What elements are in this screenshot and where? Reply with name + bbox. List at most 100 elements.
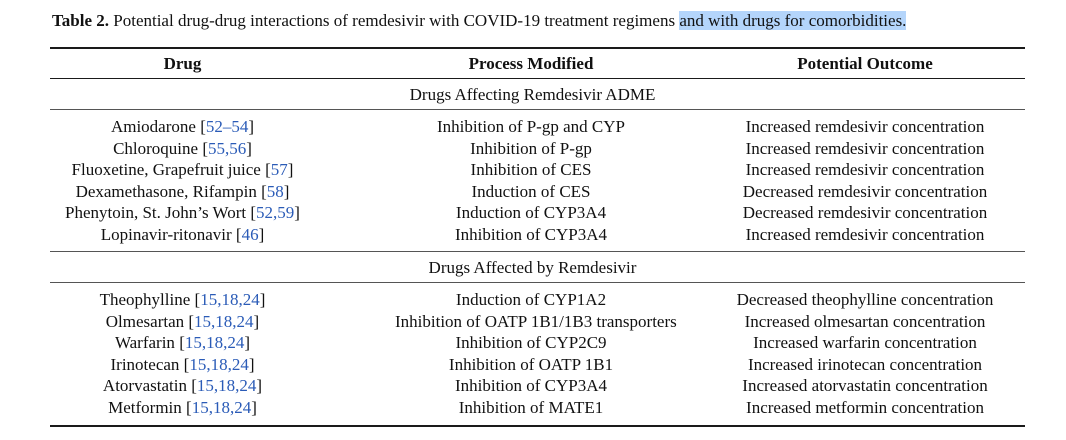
citation-link[interactable]: 15,18,24: [191, 398, 252, 417]
outcome-cell: Decreased remdesivir concentration: [742, 181, 988, 201]
outcome-cell: Increased remdesivir concentration: [745, 117, 985, 136]
ref-open-bracket: [: [256, 181, 267, 201]
citation-link[interactable]: 15,18,24: [194, 311, 254, 331]
outcome-cell: Increased remdesivir concentration: [745, 160, 985, 180]
ref-open-bracket: [: [184, 311, 195, 331]
drug-cell: Chloroquine [55,56]: [50, 138, 315, 160]
drug-name: Fluoxetine, Grapefruit juice: [71, 160, 261, 180]
citation-link[interactable]: 15,18,24: [196, 376, 257, 396]
drug-cell: Amiodarone [52–54]: [50, 116, 315, 138]
caption-highlighted-text: and with drugs for comorbidities.: [679, 11, 907, 30]
ref-close-bracket: ]: [248, 117, 255, 136]
ref-open-bracket: [: [195, 117, 206, 136]
ref-open-bracket: [: [246, 203, 257, 223]
process-cell: Inhibition of P-gp and CYP: [437, 117, 625, 136]
outcome-cell: Decreased theophylline concentration: [736, 290, 994, 309]
drug-cell: Lopinavir-ritonavir [46]: [50, 224, 315, 246]
drug-cell: Dexamethasone, Rifampin [58]: [50, 181, 315, 203]
table-row: Chloroquine [55,56] Inhibition of P-gp Inc…: [50, 138, 1025, 160]
drug-name: Irinotecan: [110, 354, 180, 374]
process-cell: Induction of CYP3A4: [455, 203, 607, 223]
outcome-cell: Increased metformin concentration: [746, 398, 984, 417]
drug-name: Lopinavir-ritonavir: [100, 225, 232, 244]
table-row: Phenytoin, St. John’s Wort [52,59] Induct…: [50, 202, 1025, 224]
section-header-row: Drugs Affecting Remdesivir ADME: [50, 84, 1025, 106]
citation-link[interactable]: 52,59: [256, 203, 295, 223]
process-cell: Inhibition of CES: [470, 160, 592, 180]
drug-name: Phenytoin, St. John’s Wort: [65, 203, 247, 223]
process-cell: Induction of CYP1A2: [455, 290, 607, 309]
table-label: Table 2.: [52, 11, 110, 30]
drug-name: Atorvastatin: [102, 376, 187, 396]
citation-link[interactable]: 55,56: [208, 138, 247, 158]
section-title-rule: [50, 282, 1025, 283]
ref-close-bracket: ]: [287, 160, 294, 180]
citation-link[interactable]: 46: [241, 225, 259, 244]
drug-cell: Metformin [15,18,24]: [50, 397, 315, 419]
section-title-rule: [50, 109, 1025, 110]
outcome-cell: Decreased remdesivir concentration: [742, 203, 988, 223]
outcome-cell: Increased irinotecan concentration: [747, 354, 983, 374]
table-row: Amiodarone [52–54] Inhibition of P-gp and…: [50, 116, 1025, 138]
ref-open-bracket: [: [260, 160, 271, 180]
drug-cell: Olmesartan [15,18,24]: [50, 311, 315, 333]
process-cell: Inhibition of OATP 1B1/1B3 transporters: [395, 311, 677, 331]
section-title: Drugs Affecting Remdesivir ADME: [409, 85, 656, 104]
ref-open-bracket: [: [179, 354, 190, 374]
drug-cell: Fluoxetine, Grapefruit juice [57]: [50, 159, 315, 181]
process-cell: Induction of CES: [471, 181, 591, 201]
ref-open-bracket: [: [190, 290, 201, 309]
citation-link[interactable]: 57: [270, 160, 288, 180]
ref-close-bracket: ]: [253, 311, 260, 331]
ref-close-bracket: ]: [283, 181, 290, 201]
ref-open-bracket: [: [231, 225, 242, 244]
section-rule: [50, 251, 1025, 252]
citation-link[interactable]: 15,18,24: [189, 354, 249, 374]
header-outcome: Potential Outcome: [797, 54, 933, 73]
header-rule: [50, 78, 1025, 79]
header-process: Process Modified: [468, 54, 594, 73]
citation-link[interactable]: 15,18,24: [200, 290, 260, 309]
citation-link[interactable]: 58: [266, 181, 284, 201]
drug-name: Metformin: [108, 398, 182, 417]
outcome-cell: Increased remdesivir concentration: [745, 225, 985, 244]
ref-close-bracket: ]: [248, 354, 255, 374]
ref-open-bracket: [: [181, 398, 192, 417]
drug-name: Theophylline: [99, 290, 191, 309]
ref-close-bracket: ]: [246, 138, 252, 158]
process-cell: Inhibition of OATP 1B1: [448, 354, 614, 374]
outcome-cell: Increased olmesartan concentration: [744, 311, 986, 331]
ref-close-bracket: ]: [256, 376, 263, 396]
drug-name: Warfarin: [114, 333, 175, 353]
section-header-row: Drugs Affected by Remdesivir: [50, 257, 1025, 279]
header-drug: Drug: [163, 54, 202, 73]
outcome-cell: Increased remdesivir concentration: [745, 138, 985, 158]
table-row: Metformin [15,18,24] Inhibition of MATE1 I…: [50, 397, 1025, 419]
citation-link[interactable]: 15,18,24: [184, 333, 245, 353]
top-rule: [50, 47, 1025, 49]
table-row: Irinotecan [15,18,24] Inhibition of OATP …: [50, 354, 1025, 376]
table-row: Warfarin [15,18,24] Inhibition of CYP2C9 I…: [50, 332, 1025, 354]
table-row: Dexamethasone, Rifampin [58] Induction of…: [50, 181, 1025, 203]
process-cell: Inhibition of CYP3A4: [454, 225, 608, 244]
table-row: Olmesartan [15,18,24] Inhibition of OATP …: [50, 311, 1025, 333]
ref-close-bracket: ]: [251, 398, 257, 417]
process-cell: Inhibition of MATE1: [458, 398, 604, 417]
outcome-cell: Increased warfarin concentration: [753, 333, 977, 353]
citation-link[interactable]: 52–54: [205, 117, 249, 136]
drug-cell: Theophylline [15,18,24]: [50, 289, 315, 311]
drug-name: Amiodarone: [110, 117, 196, 136]
header-row: Drug Process Modified Potential Outcome: [50, 53, 1025, 75]
table-row: Atorvastatin [15,18,24] Inhibition of CYP…: [50, 375, 1025, 397]
ref-close-bracket: ]: [258, 225, 265, 244]
process-cell: Inhibition of CYP3A4: [454, 376, 608, 396]
drug-name: Chloroquine: [113, 138, 199, 158]
ref-close-bracket: ]: [259, 290, 266, 309]
drug-cell: Phenytoin, St. John’s Wort [52,59]: [50, 202, 315, 224]
ref-close-bracket: ]: [244, 333, 251, 353]
drug-cell: Irinotecan [15,18,24]: [50, 354, 315, 376]
caption-text: Potential drug-drug interactions of remd…: [109, 11, 680, 30]
section-title: Drugs Affected by Remdesivir: [428, 258, 637, 277]
drug-name: Dexamethasone, Rifampin: [75, 181, 257, 201]
drug-cell: Warfarin [15,18,24]: [50, 332, 315, 354]
